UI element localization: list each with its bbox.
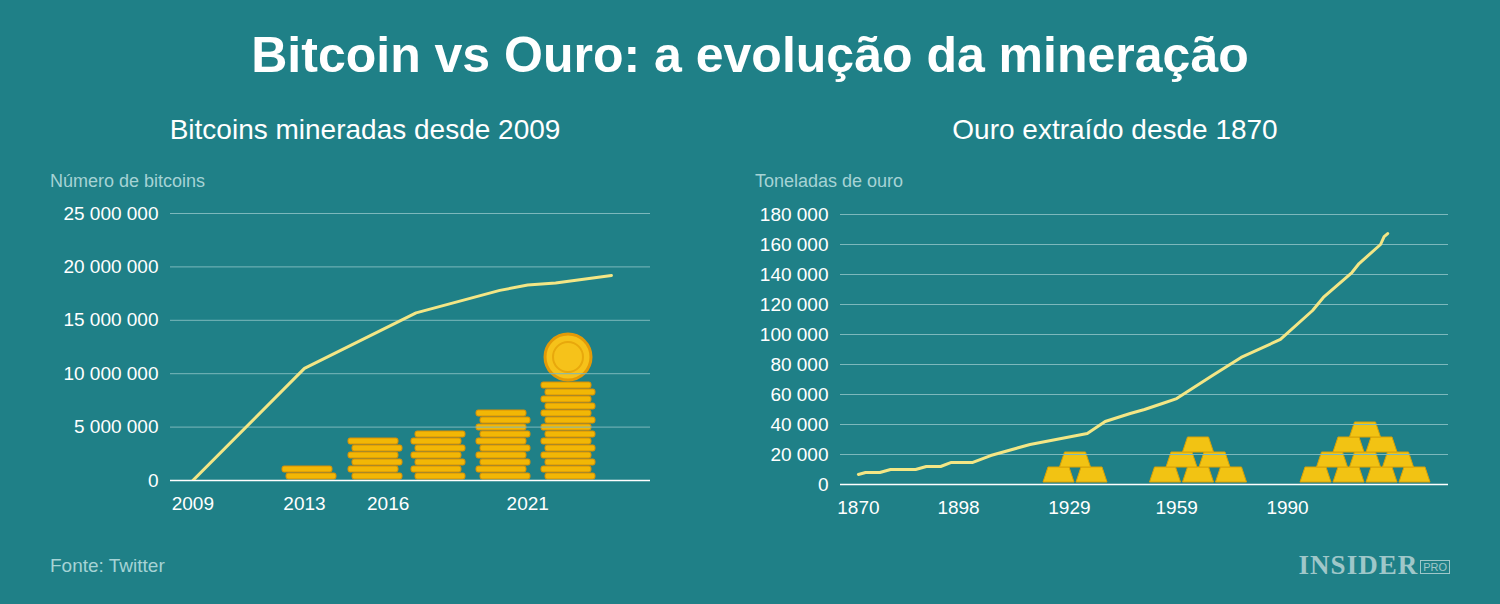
html-text:Número de bitcoins: Número de bitcoins: [50, 171, 206, 191]
svg-text:1929: 1929: [1048, 497, 1090, 518]
svg-text:0: 0: [148, 470, 159, 491]
html-text:Bitcoins mineradas desde 2009: Bitcoins mineradas desde 2009: [169, 114, 561, 145]
svg-text:1898: 1898: [937, 497, 979, 518]
svg-text:25 000 000: 25 000 000: [63, 203, 158, 224]
html-text:Toneladas de ouro: Toneladas de ouro: [755, 171, 904, 191]
html-text:PRO: PRO: [1423, 561, 1447, 573]
svg-text:2013: 2013: [283, 493, 325, 514]
svg-text:140 000: 140 000: [760, 264, 829, 285]
html-text:Ouro extraído desde 1870: Ouro extraído desde 1870: [952, 114, 1278, 145]
svg-text:40 000: 40 000: [770, 414, 828, 435]
svg-text:10 000 000: 10 000 000: [63, 363, 158, 384]
svg-text:1959: 1959: [1156, 497, 1198, 518]
html-text:INSIDER: INSIDER: [1298, 550, 1419, 580]
svg-text:120 000: 120 000: [760, 294, 829, 315]
svg-text:20 000 000: 20 000 000: [63, 256, 158, 277]
svg-text:2016: 2016: [367, 493, 409, 514]
svg-text:160 000: 160 000: [760, 234, 829, 255]
svg-text:20 000: 20 000: [770, 444, 828, 465]
svg-text:180 000: 180 000: [760, 204, 829, 225]
svg-text:5 000 000: 5 000 000: [74, 416, 159, 437]
svg-text:1990: 1990: [1266, 497, 1308, 518]
svg-text:2021: 2021: [507, 493, 549, 514]
svg-text:60 000: 60 000: [770, 384, 828, 405]
svg-text:15 000 000: 15 000 000: [63, 309, 158, 330]
svg-text:0: 0: [818, 474, 829, 495]
svg-text:100 000: 100 000: [760, 324, 829, 345]
svg-text:1870: 1870: [837, 497, 879, 518]
svg-text:2009: 2009: [172, 493, 214, 514]
svg-text:80 000: 80 000: [770, 354, 828, 375]
html-text:Bitcoin vs Ouro: a evolução da: Bitcoin vs Ouro: a evolução da mineração: [251, 27, 1249, 83]
html-text:Fonte: Twitter: Fonte: Twitter: [50, 555, 165, 576]
